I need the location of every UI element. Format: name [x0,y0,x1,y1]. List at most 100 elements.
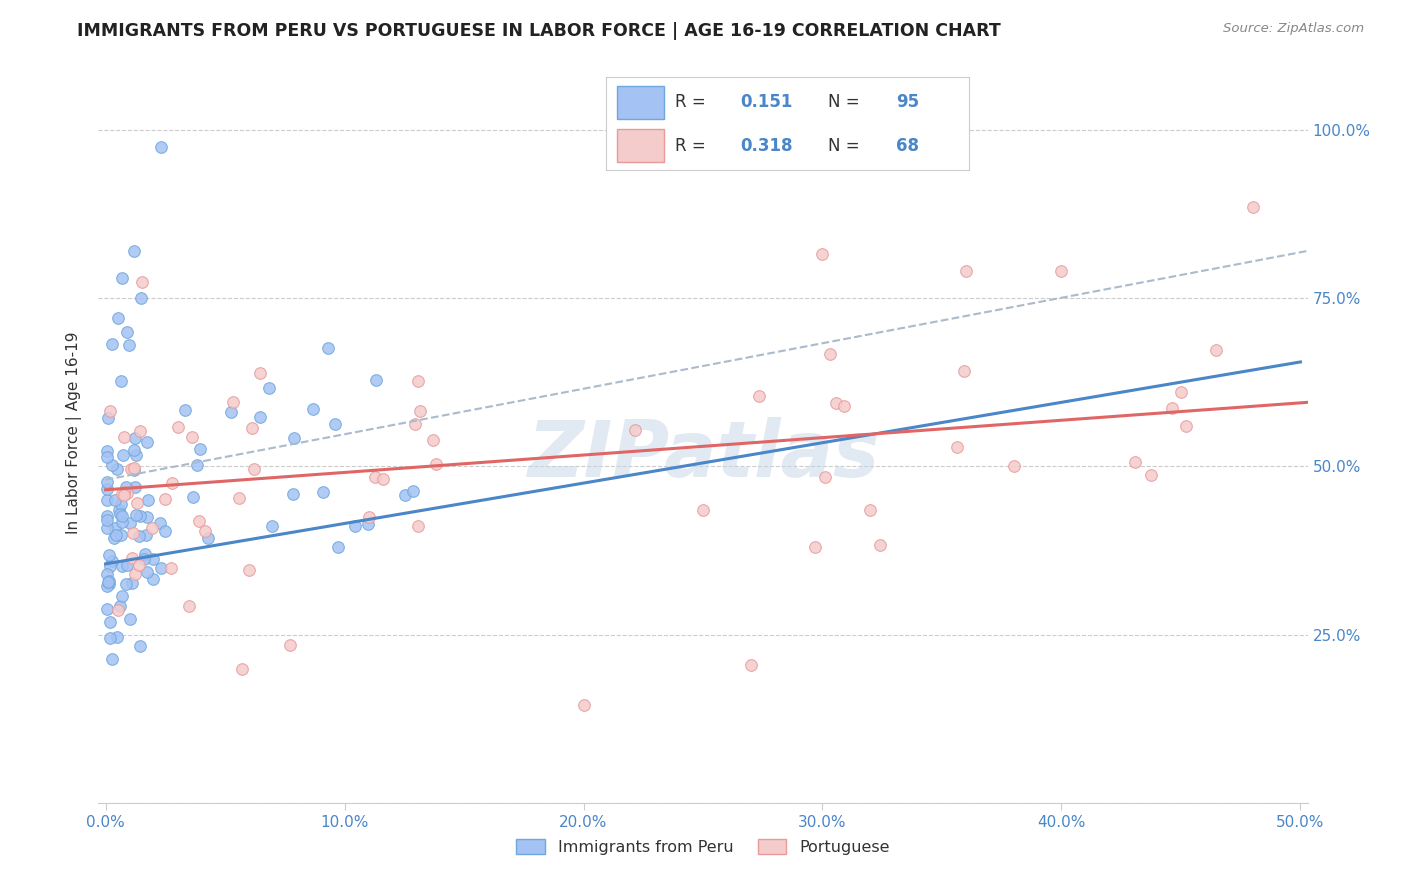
Point [219,405,242,419]
Point [371,472,394,486]
Point [406,519,429,533]
Point [238,562,260,576]
Point [1170,385,1192,400]
Point [153,524,176,538]
Point [97,411,120,425]
Point [166,420,188,434]
Point [96,475,118,489]
Text: Source: ZipAtlas.com: Source: ZipAtlas.com [1223,22,1364,36]
Point [104,521,127,535]
Point [181,491,204,505]
Point [97,574,120,589]
Point [112,488,135,502]
Point [150,560,173,574]
Point [136,492,159,507]
Point [135,510,157,524]
Point [1002,459,1025,474]
Point [128,529,150,543]
Point [174,402,197,417]
Point [221,394,243,409]
Point [96,443,118,458]
Point [97,574,120,588]
Point [281,487,304,501]
Point [129,424,152,438]
Point [869,538,891,552]
Point [111,558,134,573]
Point [302,401,325,416]
Point [859,503,882,517]
Point [283,431,305,445]
Point [624,423,647,437]
Point [357,517,380,532]
Point [131,275,153,289]
Point [122,244,145,258]
Point [96,513,118,527]
Point [101,458,124,473]
Point [105,630,128,644]
Point [188,442,211,456]
Point [1123,455,1146,469]
Point [748,389,770,403]
Point [946,440,969,454]
Point [115,558,138,572]
Point [114,480,136,494]
Text: IMMIGRANTS FROM PERU VS PORTUGUESE IN LABOR FORCE | AGE 16-19 CORRELATION CHART: IMMIGRANTS FROM PERU VS PORTUGUESE IN LA… [77,22,1001,40]
Point [249,409,271,424]
Point [1174,419,1197,434]
Point [108,599,131,613]
Point [142,573,165,587]
Point [98,632,121,646]
Point [572,698,595,713]
Point [740,657,762,672]
Point [111,270,134,285]
Point [179,599,201,614]
Point [110,528,132,542]
Point [121,576,143,591]
Point [262,518,284,533]
Point [402,484,425,499]
Point [240,421,263,435]
Point [125,508,148,522]
Point [162,475,184,490]
Point [124,480,146,494]
Point [118,338,141,352]
Point [134,547,156,561]
Point [692,503,714,517]
Point [1205,343,1227,358]
Point [96,521,118,535]
Point [408,404,430,418]
Point [1241,200,1264,214]
Point [111,590,134,604]
Point [818,347,841,361]
Point [149,139,172,153]
Point [100,403,122,417]
Point [364,469,387,483]
Point [326,540,349,554]
Point [112,485,135,500]
Point [832,399,855,413]
Point [112,430,135,444]
Point [107,603,129,617]
Point [120,461,142,475]
Point [115,325,138,339]
Point [122,526,145,541]
Point [228,491,250,505]
Point [110,487,132,501]
Point [125,448,148,462]
Point [108,507,131,521]
Point [188,514,211,528]
Point [1140,468,1163,483]
Point [96,482,118,496]
Point [115,576,138,591]
Point [124,431,146,445]
Point [323,417,346,431]
Point [103,531,125,545]
Point [259,381,281,395]
Point [118,612,141,626]
Point [804,540,827,554]
Point [131,291,153,305]
Point [104,493,127,508]
Point [115,486,138,500]
Point [98,615,121,630]
Point [110,374,132,388]
